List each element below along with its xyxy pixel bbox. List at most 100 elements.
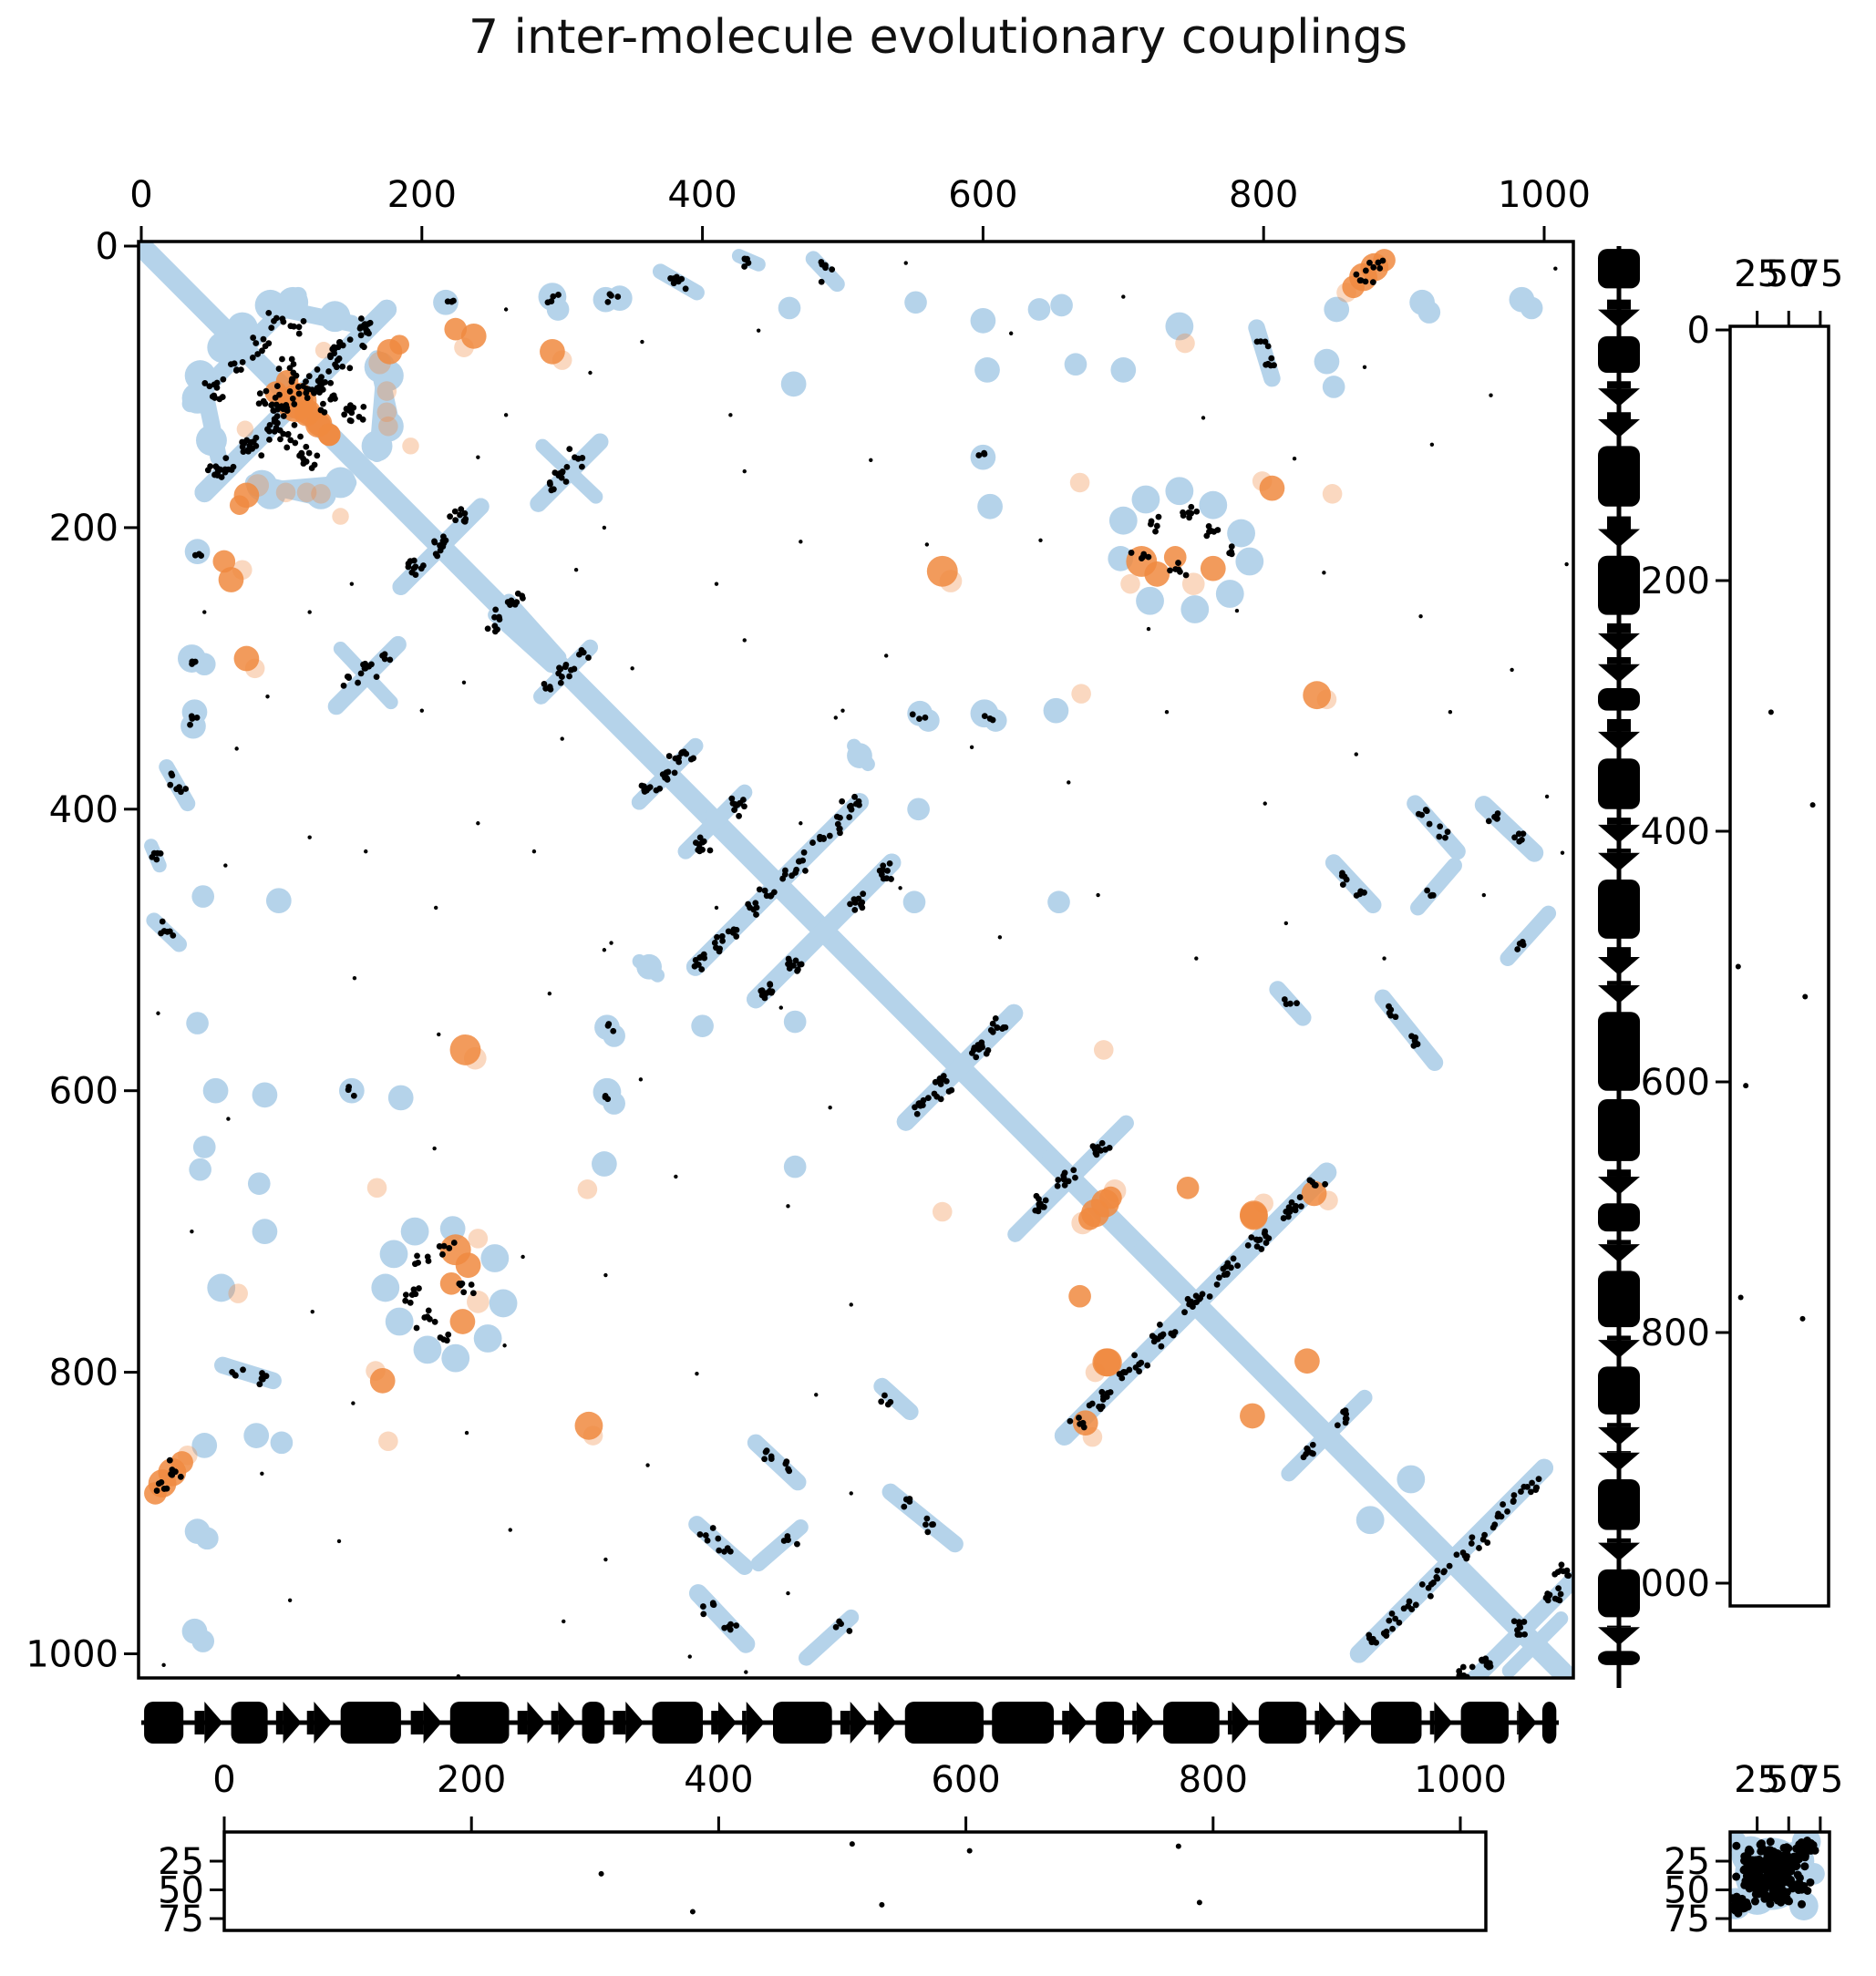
ec-dot <box>408 569 416 576</box>
strand-arrowhead-icon <box>1598 633 1640 652</box>
ec-dot <box>1795 1878 1804 1888</box>
multimer-contact-blob <box>1144 561 1170 587</box>
ec-dot <box>295 384 302 390</box>
ec-dot <box>602 525 607 530</box>
strand-glyph <box>1314 1711 1320 1734</box>
ec-dot <box>1489 393 1493 397</box>
contact-blob <box>371 1273 400 1302</box>
multimer-contact-blob <box>376 381 397 401</box>
ec-dot <box>484 625 491 633</box>
strand-arrowhead-icon <box>1598 1452 1640 1471</box>
ec-dot <box>303 378 309 386</box>
contact-segment <box>747 1434 807 1491</box>
ec-dot <box>1777 1898 1786 1907</box>
ec-dot <box>725 928 732 935</box>
ec-dot <box>695 1371 699 1376</box>
multimer-contact-blob <box>577 1179 598 1199</box>
ec-dot <box>335 339 343 345</box>
ec-dot <box>452 517 459 524</box>
contact-segment <box>873 1377 919 1421</box>
ec-dot <box>211 395 219 401</box>
bottom-panel-x-tick-label: 800 <box>1179 1759 1248 1801</box>
ec-dot <box>1442 834 1448 841</box>
ec-dot <box>1430 1580 1437 1586</box>
ec-dot <box>850 896 858 903</box>
helix-glyph <box>1598 1651 1640 1665</box>
ec-dot <box>1205 522 1212 530</box>
ec-dot <box>1510 1492 1518 1498</box>
ec-dot <box>665 768 672 776</box>
ec-dot <box>469 1290 477 1297</box>
ec-dot <box>602 948 607 952</box>
ec-dot <box>1222 1263 1230 1271</box>
ec-dot <box>1292 457 1297 461</box>
multimer-contact-blob <box>460 323 487 349</box>
ec-dot <box>1144 1362 1151 1369</box>
contact-blob <box>1043 697 1069 724</box>
ec-dot <box>157 849 164 857</box>
contact-blob <box>1165 312 1194 341</box>
ec-dot <box>1072 1174 1078 1181</box>
ec-dot <box>271 407 277 415</box>
ec-dot <box>1485 818 1492 825</box>
ec-dot <box>799 821 803 826</box>
multimer-contact-blob <box>1163 546 1187 569</box>
ec-dot <box>425 1307 432 1314</box>
strand-glyph <box>1607 381 1631 389</box>
ec-dot <box>548 298 555 304</box>
ec-dot <box>1297 1203 1304 1210</box>
multimer-contact-blob <box>1301 1180 1327 1207</box>
ec-dot <box>1426 820 1433 828</box>
ec-dot <box>317 376 324 383</box>
ec-dot <box>1453 1551 1460 1559</box>
multimer-contact-blob <box>402 437 419 455</box>
ec-dot <box>604 299 612 305</box>
ec-dot <box>381 655 388 663</box>
ec-dot <box>424 1313 431 1321</box>
contact-blob <box>917 709 940 732</box>
ec-dot <box>295 390 303 397</box>
ec-dot <box>504 599 511 605</box>
ec-dot <box>344 674 351 680</box>
contact-blob <box>1235 547 1264 576</box>
ec-dot <box>573 568 579 572</box>
ec-dot <box>339 363 346 370</box>
ec-dot <box>434 552 441 560</box>
strand-glyph <box>1517 1711 1519 1734</box>
ec-dot <box>260 1471 264 1477</box>
contact-blob <box>319 301 351 333</box>
multimer-contact-blob <box>449 1034 481 1065</box>
contact-blob <box>192 653 216 676</box>
ec-dot <box>1285 1213 1292 1220</box>
ec-dot <box>1504 1508 1510 1515</box>
ec-dot <box>260 335 267 343</box>
ec-dot <box>310 1309 314 1314</box>
contact-blob <box>1027 298 1051 321</box>
ec-dot <box>417 565 425 572</box>
ec-dot <box>886 859 893 867</box>
ec-dot <box>280 430 287 437</box>
contact-blob <box>592 1151 617 1177</box>
strand-glyph <box>1607 1538 1631 1543</box>
ec-dot <box>419 708 424 713</box>
ec-dot <box>1756 1874 1765 1883</box>
ec-dot <box>1263 1240 1270 1246</box>
ec-dot <box>1201 416 1206 420</box>
ec-dot <box>1244 1241 1252 1249</box>
ec-dot <box>1776 1872 1785 1881</box>
ec-dot <box>551 469 559 476</box>
strand-glyph <box>1607 818 1631 825</box>
ec-dot <box>1288 1199 1295 1206</box>
contact-segment <box>1407 795 1466 860</box>
ec-dot <box>314 366 321 373</box>
ec-dot <box>555 292 562 298</box>
main-panel-border <box>137 240 1575 1680</box>
contact-segment <box>750 1519 809 1572</box>
ec-dot <box>1309 1441 1316 1448</box>
ec-dot <box>1188 509 1195 517</box>
ec-dot <box>240 1366 246 1374</box>
contact-blob <box>636 953 662 980</box>
main-x-tick-label: 1000 <box>1498 174 1591 216</box>
ec-dot <box>709 1600 716 1608</box>
helix-glyph <box>340 1702 401 1744</box>
